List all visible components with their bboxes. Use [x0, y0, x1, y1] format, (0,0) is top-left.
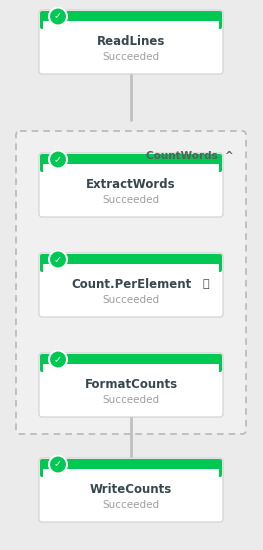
Text: Succeeded: Succeeded	[102, 295, 160, 305]
Bar	[42, 356, 220, 363]
FancyBboxPatch shape	[40, 354, 222, 372]
FancyBboxPatch shape	[40, 154, 222, 172]
Text: ✓: ✓	[54, 12, 62, 21]
Text: Succeeded: Succeeded	[102, 52, 160, 62]
Text: ⌵: ⌵	[203, 279, 209, 289]
Text: FormatCounts: FormatCounts	[84, 378, 178, 391]
Circle shape	[49, 8, 67, 25]
FancyBboxPatch shape	[40, 11, 222, 29]
Bar	[43, 364, 219, 413]
Bar	[42, 363, 220, 370]
Circle shape	[49, 350, 67, 369]
FancyBboxPatch shape	[39, 153, 223, 217]
Bar	[42, 256, 220, 263]
Text: WriteCounts: WriteCounts	[90, 483, 172, 496]
Text: CountWords  ^: CountWords ^	[146, 151, 234, 161]
FancyBboxPatch shape	[40, 254, 222, 272]
FancyBboxPatch shape	[39, 353, 223, 417]
Text: ✓: ✓	[54, 355, 62, 365]
Text: ExtractWords: ExtractWords	[86, 178, 176, 191]
FancyBboxPatch shape	[39, 10, 223, 74]
Text: ReadLines: ReadLines	[97, 35, 165, 48]
Circle shape	[49, 250, 67, 268]
Bar	[42, 156, 220, 163]
Bar	[42, 461, 220, 468]
Bar	[42, 163, 220, 170]
Text: ✓: ✓	[54, 155, 62, 164]
Bar	[42, 13, 220, 20]
Text: Succeeded: Succeeded	[102, 195, 160, 205]
Bar	[43, 264, 219, 313]
Text: ✓: ✓	[54, 459, 62, 470]
Text: Count.PerElement: Count.PerElement	[71, 278, 191, 291]
FancyBboxPatch shape	[16, 131, 246, 434]
Bar	[43, 469, 219, 518]
Bar	[43, 164, 219, 213]
FancyBboxPatch shape	[39, 253, 223, 317]
Circle shape	[49, 455, 67, 474]
FancyBboxPatch shape	[40, 459, 222, 477]
Bar	[42, 263, 220, 270]
Bar	[42, 20, 220, 27]
Bar	[43, 21, 219, 70]
Circle shape	[49, 151, 67, 168]
Bar	[42, 468, 220, 475]
Text: ✓: ✓	[54, 255, 62, 265]
Text: Succeeded: Succeeded	[102, 395, 160, 405]
FancyBboxPatch shape	[39, 458, 223, 522]
Text: Succeeded: Succeeded	[102, 500, 160, 510]
